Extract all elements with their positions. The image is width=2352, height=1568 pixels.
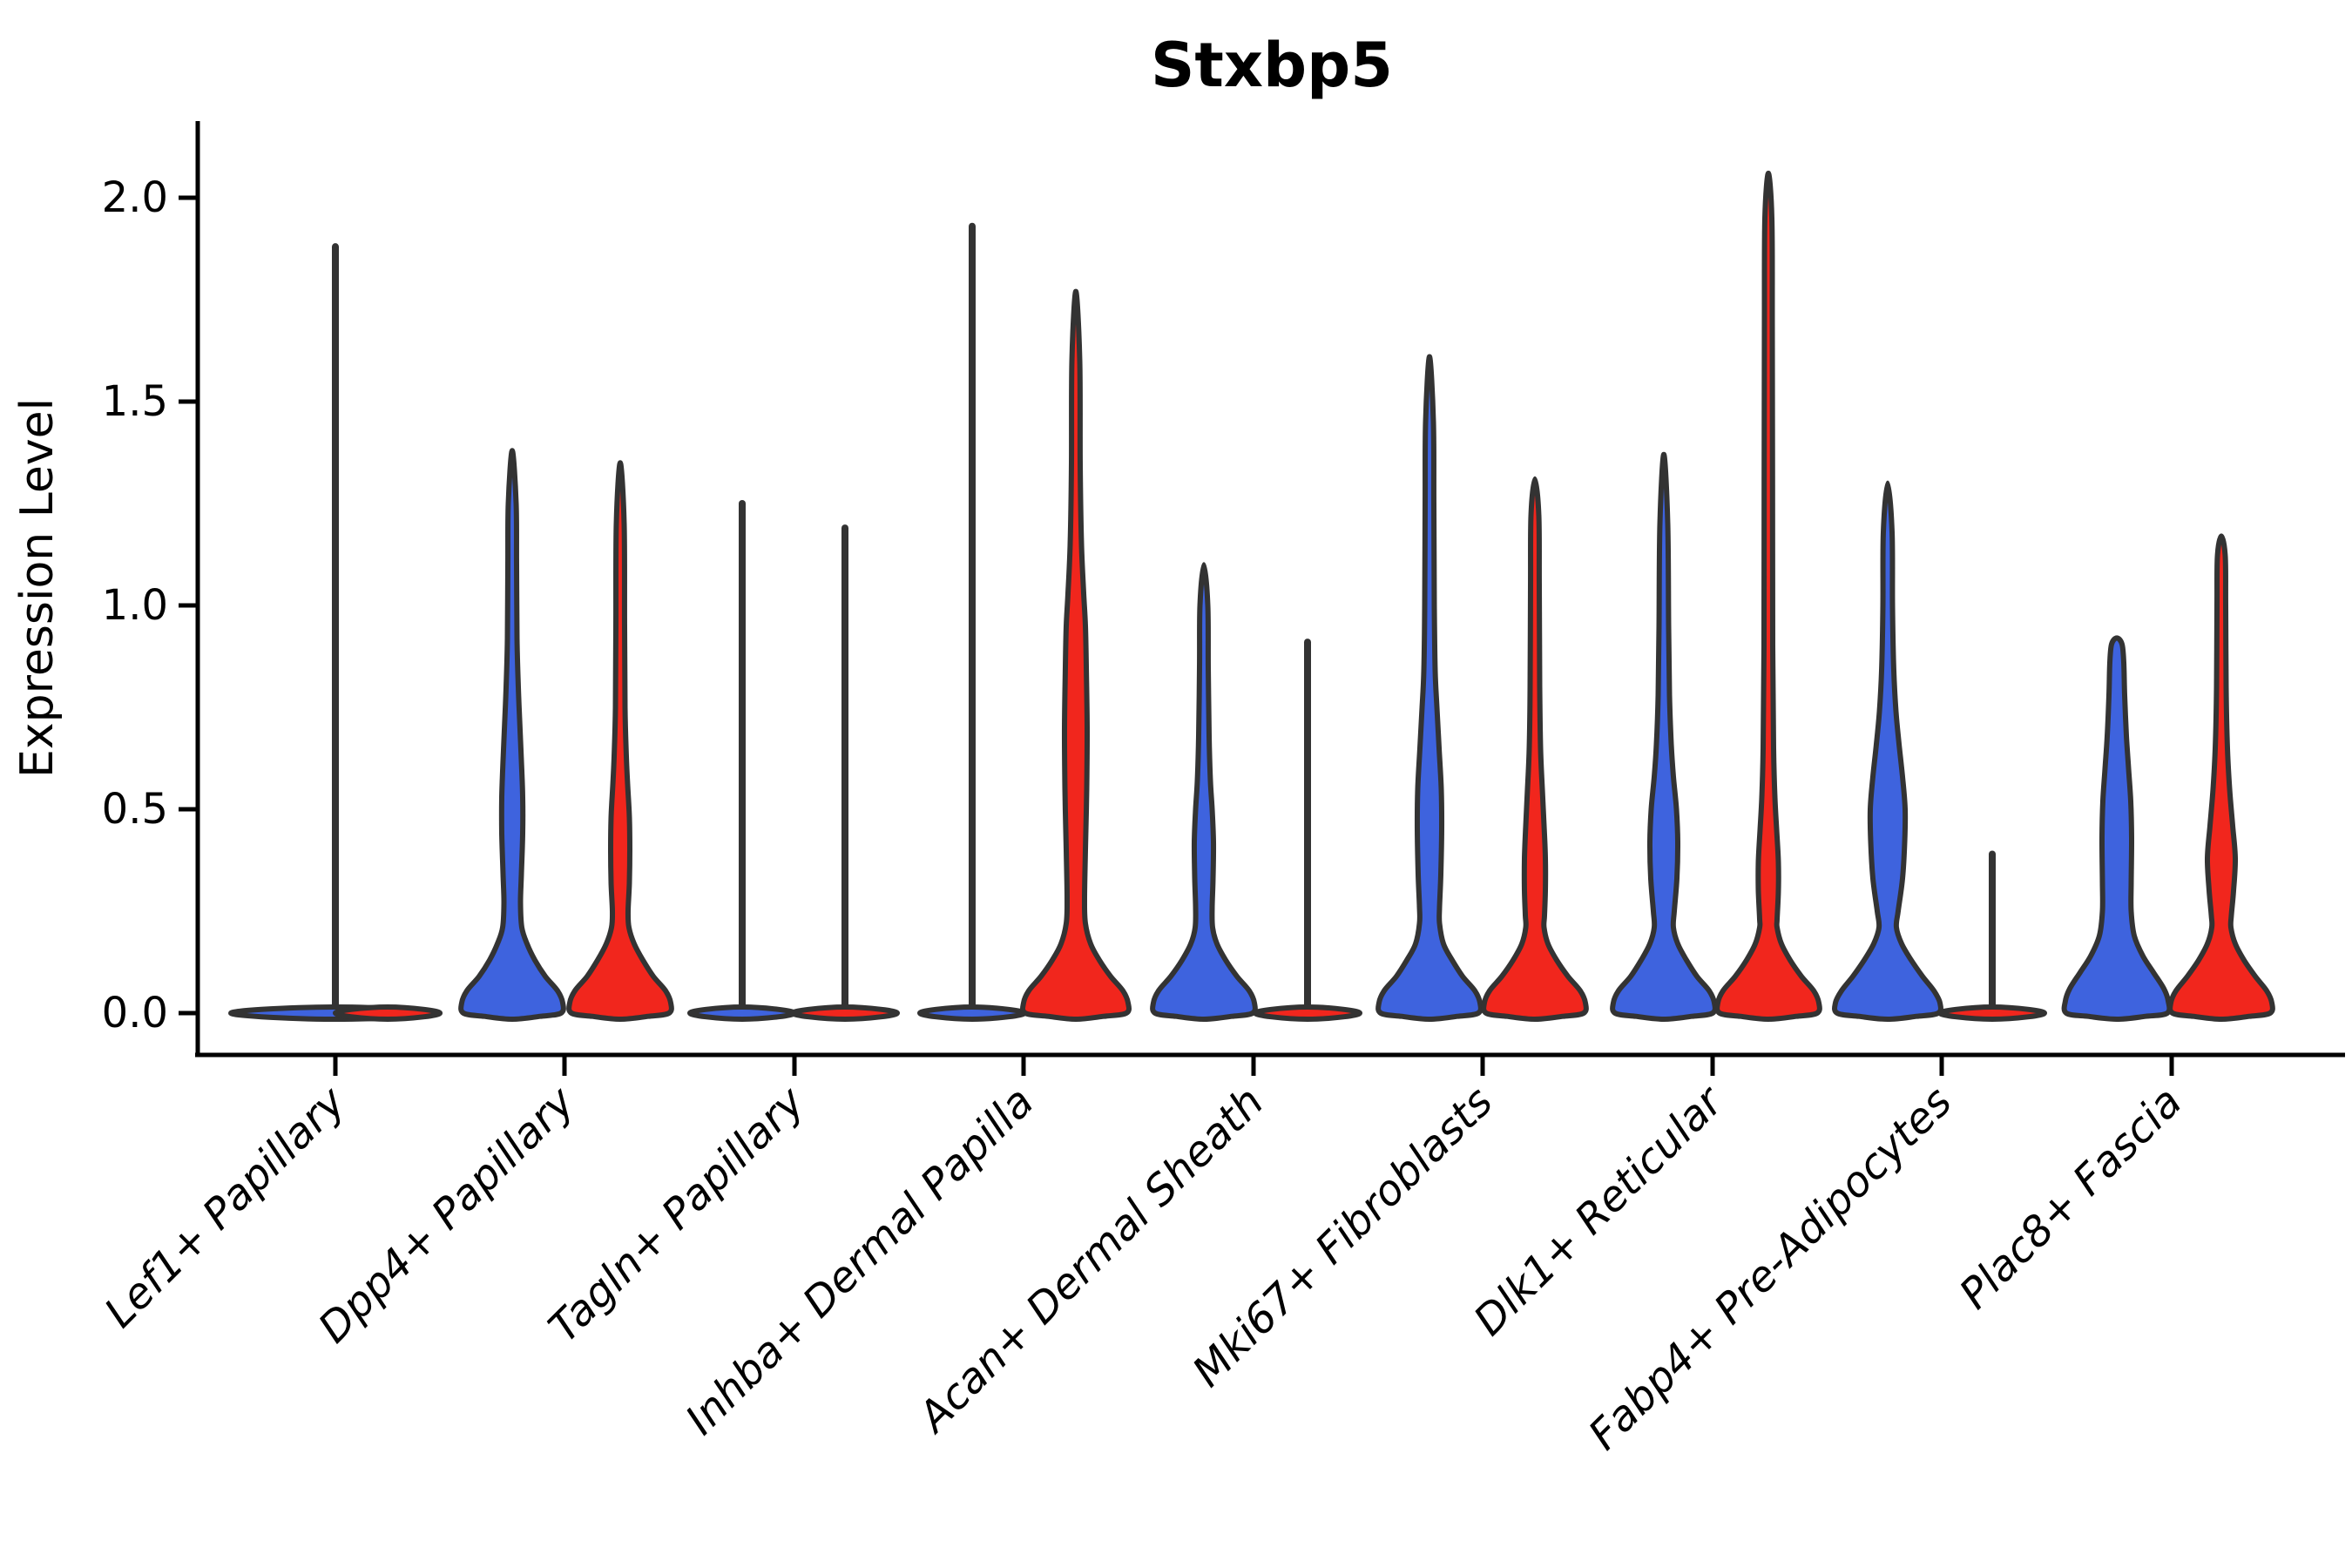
violin-red — [1937, 1004, 2047, 1022]
x-tick-label: Fabp4+ Pre-Adipocytes — [1579, 1078, 1962, 1460]
violin-blue — [687, 1004, 797, 1022]
y-tick-label: 0.5 — [102, 785, 168, 834]
y-tick-label: 1.5 — [102, 377, 168, 426]
x-tick-label: Lef1+ Papillary — [95, 1077, 355, 1337]
violin-blue — [917, 1004, 1027, 1022]
violins-layer — [228, 170, 2275, 1022]
violin-red — [566, 460, 674, 1022]
violin-red — [1253, 1004, 1362, 1022]
violin-red — [1481, 476, 1589, 1022]
x-tick-label: Tagln+ Papillary — [539, 1077, 814, 1352]
x-tick-label: Dpp4+ Papillary — [309, 1077, 585, 1352]
violin-blue — [1375, 354, 1484, 1022]
x-tick-label: Dlk1+ Reticular — [1464, 1076, 1734, 1346]
axes-layer — [179, 121, 2345, 1076]
violin-blue — [2061, 635, 2173, 1022]
violin-red — [1019, 288, 1132, 1022]
violin-blue — [1150, 562, 1258, 1022]
violin-red — [2167, 533, 2275, 1022]
y-tick-label: 0.0 — [102, 989, 168, 1037]
y-tick-label: 1.0 — [102, 581, 168, 630]
violin-red — [333, 1004, 443, 1022]
y-axis-label: Expression Level — [11, 398, 64, 778]
violin-red — [1714, 170, 1822, 1022]
chart-title: Stxbp5 — [1151, 30, 1393, 101]
violin-red — [790, 1004, 900, 1022]
violin-blue — [1610, 451, 1718, 1022]
y-tick-label: 2.0 — [102, 173, 168, 222]
violin-blue — [1832, 480, 1943, 1022]
x-tick-label: Plac8+ Fascia — [1950, 1078, 2192, 1319]
violin-blue — [458, 448, 566, 1022]
